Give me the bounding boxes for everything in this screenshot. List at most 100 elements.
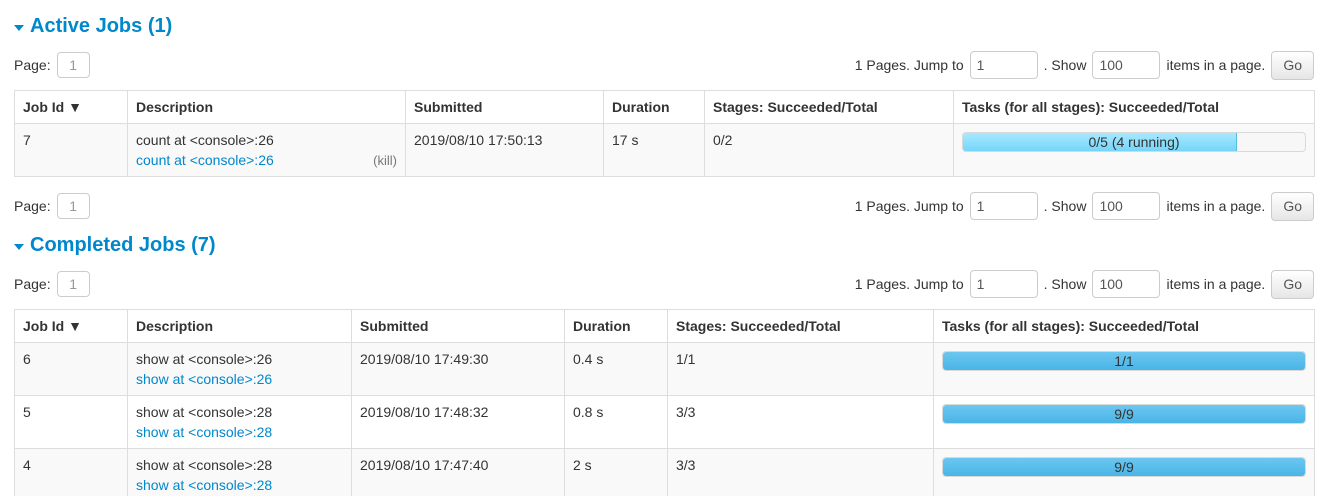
task-progress-fill [943,352,1305,370]
pages-count-label: 1 Pages. Jump to [854,276,964,292]
kill-job-link[interactable]: (kill) [373,153,397,168]
column-header-tasks[interactable]: Tasks (for all stages): Succeeded/Total [933,309,1315,343]
task-progress-fill [943,458,1305,476]
current-page-input[interactable] [56,52,90,78]
cell-stages: 3/3 [667,395,934,449]
task-progress-label: 0/5 (4 running) [1088,134,1180,150]
description-links: count at <console>:26 (kill) [136,152,397,168]
spacer-active-head [0,36,1328,48]
cell-job-id: 7 [14,123,128,177]
spacer-completed-head [0,255,1328,267]
cell-stages: 0/2 [704,123,954,177]
show-label: . Show [1043,276,1087,292]
task-progress-bar: 0/5 (4 running) [962,132,1306,152]
items-in-page-label: items in a page. [1166,57,1266,73]
items-per-page-input[interactable] [1092,51,1161,79]
pager-active-bottom: Page: 1 Pages. Jump to . Show items in a… [0,189,1328,223]
items-per-page-input[interactable] [1092,192,1161,220]
pager-completed-top-left: Page: [14,271,90,297]
go-button[interactable]: Go [1271,50,1314,80]
job-description-link[interactable]: show at <console>:26 [136,371,273,387]
table-row: 4 show at <console>:28 show at <console>… [14,448,1315,496]
cell-stages: 3/3 [667,448,934,496]
cell-job-id: 6 [14,342,128,396]
active-jobs-table-head: Job Id ▼ Description Submitted Duration … [14,90,1315,124]
column-header-description[interactable]: Description [127,309,352,343]
task-progress-label: 9/9 [1114,459,1134,475]
completed-jobs-table: Job Id ▼ Description Submitted Duration … [14,309,1315,496]
current-page-input[interactable] [56,271,90,297]
caret-down-icon[interactable] [14,244,24,250]
description-text: show at <console>:26 [136,351,273,367]
cell-submitted: 2019/08/10 17:49:30 [351,342,565,396]
description-links: show at <console>:28 [136,477,343,493]
active-jobs-table-body: 7 count at <console>:26 count at <consol… [14,123,1315,177]
job-description-link[interactable]: count at <console>:26 [136,152,274,168]
column-header-description[interactable]: Description [127,90,406,124]
description-text: count at <console>:26 [136,132,274,148]
column-header-job-id[interactable]: Job Id ▼ [14,90,128,124]
column-header-duration[interactable]: Duration [564,309,668,343]
pager-active-top-right: 1 Pages. Jump to . Show items in a page.… [855,50,1314,80]
cell-submitted: 2019/08/10 17:48:32 [351,395,565,449]
cell-tasks: 9/9 [933,395,1315,449]
go-button[interactable]: Go [1271,191,1314,221]
pager-completed-top-right: 1 Pages. Jump to . Show items in a page.… [854,269,1314,299]
task-progress-bar: 1/1 [942,351,1306,371]
column-header-tasks[interactable]: Tasks (for all stages): Succeeded/Total [953,90,1315,124]
section-title-completed-jobs: Completed Jobs (7) [30,234,216,256]
spacer-completed-pager [0,301,1328,309]
cell-duration: 17 s [603,123,705,177]
column-header-stages[interactable]: Stages: Succeeded/Total [704,90,954,124]
spacer-active-pager [0,82,1328,90]
table-header-row: Job Id ▼ Description Submitted Duration … [14,309,1315,343]
jump-to-page-input[interactable] [969,270,1038,298]
job-description-link[interactable]: show at <console>:28 [136,424,273,440]
task-progress-bar: 9/9 [942,404,1306,424]
job-description-link[interactable]: show at <console>:28 [136,477,273,493]
table-row: 6 show at <console>:26 show at <console>… [14,342,1315,396]
description-text: show at <console>:28 [136,457,273,473]
cell-job-id: 5 [14,395,128,449]
cell-submitted: 2019/08/10 17:47:40 [351,448,565,496]
pager-active-bottom-left: Page: [14,193,90,219]
page-label: Page: [14,276,51,292]
cell-job-id: 4 [14,448,128,496]
jump-to-page-input[interactable] [969,51,1038,79]
section-title-active-jobs: Active Jobs (1) [30,15,173,37]
pager-completed-top: Page: 1 Pages. Jump to . Show items in a… [0,267,1328,301]
cell-tasks: 9/9 [933,448,1315,496]
cell-description: show at <console>:28 show at <console>:2… [127,448,352,496]
table-header-row: Job Id ▼ Description Submitted Duration … [14,90,1315,124]
page-label: Page: [14,198,51,214]
cell-submitted: 2019/08/10 17:50:13 [405,123,604,177]
show-label: . Show [1043,198,1087,214]
description-links: show at <console>:26 [136,371,343,387]
active-jobs-table: Job Id ▼ Description Submitted Duration … [14,90,1315,177]
page-label: Page: [14,57,51,73]
column-header-job-id[interactable]: Job Id ▼ [14,309,128,343]
cell-tasks: 0/5 (4 running) [953,123,1315,177]
cell-duration: 0.8 s [564,395,668,449]
column-header-submitted[interactable]: Submitted [351,309,565,343]
pager-active-top: Page: 1 Pages. Jump to . Show items in a… [0,48,1328,82]
go-button[interactable]: Go [1271,269,1314,299]
column-header-submitted[interactable]: Submitted [405,90,604,124]
column-header-duration[interactable]: Duration [603,90,705,124]
column-header-stages[interactable]: Stages: Succeeded/Total [667,309,934,343]
pager-active-bottom-right: 1 Pages. Jump to . Show items in a page.… [855,191,1314,221]
jump-to-page-input[interactable] [969,192,1038,220]
task-progress-label: 9/9 [1114,406,1134,422]
task-progress-bar: 9/9 [942,457,1306,477]
cell-stages: 1/1 [667,342,934,396]
task-progress-label: 1/1 [1114,353,1134,369]
task-progress-fill [963,133,1237,151]
table-row: 7 count at <console>:26 count at <consol… [14,123,1315,177]
section-header-completed-jobs[interactable]: Completed Jobs (7) [0,235,1328,255]
section-header-active-jobs[interactable]: Active Jobs (1) [0,16,1328,36]
caret-down-icon[interactable] [14,25,24,31]
cell-description: show at <console>:26 show at <console>:2… [127,342,352,396]
current-page-input[interactable] [56,193,90,219]
items-per-page-input[interactable] [1092,270,1161,298]
